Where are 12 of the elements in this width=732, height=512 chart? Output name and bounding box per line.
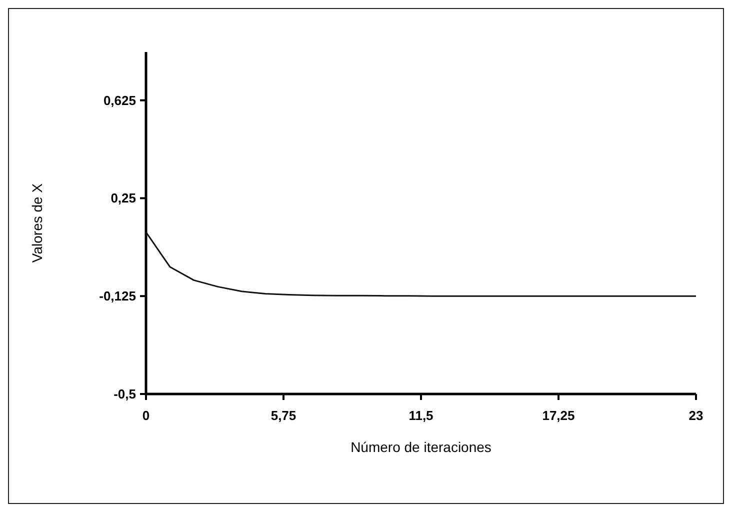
y-tick-label: 0,25 [110, 190, 136, 206]
line-series [145, 231, 697, 297]
y-axis-title: Valores de X [29, 182, 45, 263]
y-tick-label: -0,125 [99, 288, 136, 304]
x-tick-label: 17,25 [542, 408, 575, 423]
y-tick-label: 0,625 [103, 92, 136, 108]
x-tick-label: 23 [688, 408, 704, 423]
y-tick-label: -0,5 [114, 386, 136, 402]
x-tick-label: 5,75 [270, 408, 296, 423]
x-tick-label: 11,5 [408, 408, 434, 423]
x-tick-label: 0 [142, 408, 150, 423]
x-axis-title: Número de iteraciones [350, 439, 492, 455]
